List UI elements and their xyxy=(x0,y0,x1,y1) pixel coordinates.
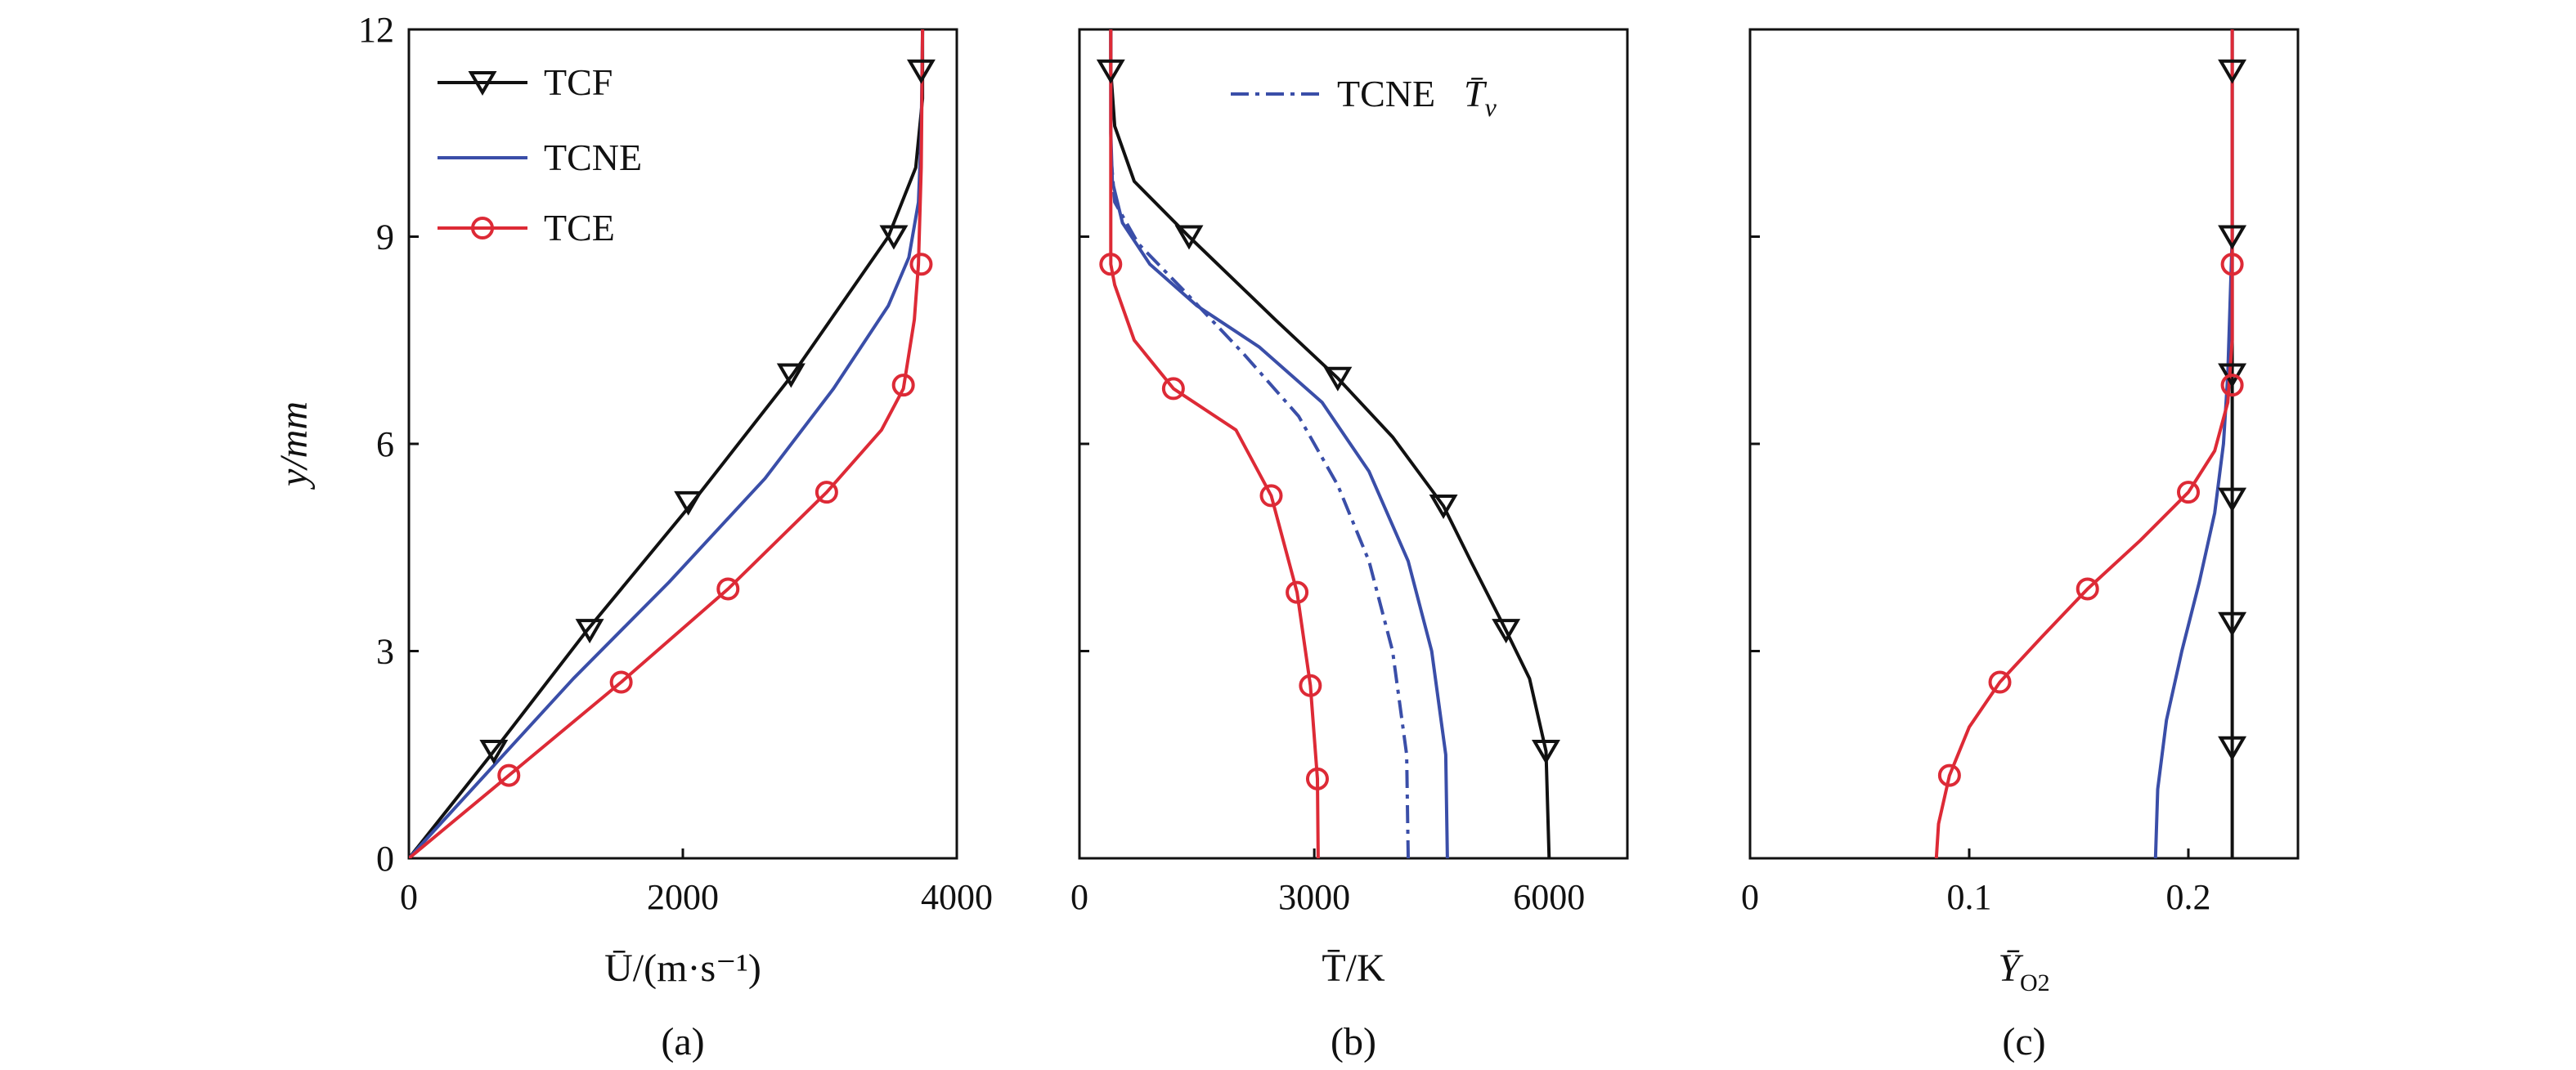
x-tick-label: 0.1 xyxy=(1947,877,1992,917)
data-point-tcf xyxy=(879,225,909,250)
x-tick-label: 0 xyxy=(400,877,418,917)
legend-tcne-label: TCNE xyxy=(544,137,642,178)
data-point-tce xyxy=(1099,253,1123,276)
data-point-tcf xyxy=(2218,59,2247,84)
panel-b-ticks: 0 3000 6000 xyxy=(1070,28,1585,917)
legend-tcne-tv-symbol: T̄v xyxy=(1464,73,1497,122)
panel-b: 0 3000 6000 T̄/K (b) TCNE T̄v xyxy=(1070,28,1629,1063)
legend-tcne-tv: TCNE T̄v xyxy=(1231,73,1497,122)
y-tick-label: 0 xyxy=(376,839,394,879)
data-point-tcf xyxy=(674,490,703,516)
panel-b-xlabel: T̄/K xyxy=(1322,947,1385,990)
panel-a-ticks: 0 2000 4000 0 3 6 9 12 xyxy=(358,10,993,917)
data-point-tcf xyxy=(906,59,936,84)
data-point-tcf xyxy=(776,363,806,388)
data-point-tce xyxy=(909,253,933,276)
x-tick-label: 6000 xyxy=(1513,877,1585,917)
data-point-tce xyxy=(497,763,521,787)
y-tick-label: 3 xyxy=(376,632,394,672)
series-line-tcne xyxy=(409,29,925,858)
data-point-tce xyxy=(2177,481,2200,504)
panel-a-frame xyxy=(407,28,958,860)
panel-a-letter: (a) xyxy=(661,1020,704,1063)
legend-tce-marker xyxy=(471,217,494,240)
x-tick-label: 2000 xyxy=(647,877,719,917)
data-point-tcf xyxy=(1323,366,1353,392)
series-line-tce xyxy=(409,29,925,858)
panel-b-markers xyxy=(1096,59,1560,790)
data-point-tce xyxy=(1299,674,1322,697)
data-point-tcf xyxy=(575,619,604,644)
data-point-tce xyxy=(815,481,838,504)
data-point-tce xyxy=(1988,670,2012,694)
x-tick-label: 4000 xyxy=(921,877,993,917)
series-line-tce xyxy=(1109,29,1320,858)
series-line-tcne-t-v xyxy=(1109,153,1410,858)
panel-a-series xyxy=(409,29,925,858)
data-point-tce xyxy=(1259,484,1283,508)
series-line-tcne xyxy=(2153,29,2234,858)
legend-tcf-marker xyxy=(468,71,497,96)
panel-b-letter: (b) xyxy=(1331,1020,1376,1063)
y-tick-label: 9 xyxy=(376,217,394,257)
data-point-tcf xyxy=(2218,225,2247,250)
y-tick-label: 12 xyxy=(358,10,394,50)
legend: TCF TCNE TCE xyxy=(438,61,642,248)
panel-a-markers xyxy=(479,59,936,787)
data-point-tce xyxy=(2220,253,2244,276)
series-line-tce xyxy=(1934,29,2234,858)
data-point-tce xyxy=(1305,767,1329,790)
data-point-tcf xyxy=(2218,487,2247,513)
data-point-tcf xyxy=(1429,495,1458,520)
panel-c-xlabel: ȲO2 xyxy=(1998,947,2049,996)
panel-b-frame xyxy=(1078,28,1629,860)
data-point-tcf xyxy=(1096,59,1125,84)
data-point-tcf xyxy=(2218,611,2247,637)
legend-tcf-label: TCF xyxy=(544,61,613,103)
data-point-tcf xyxy=(479,740,509,764)
data-point-tce xyxy=(1161,377,1185,401)
data-point-tcf xyxy=(2218,363,2247,388)
data-point-tce xyxy=(716,577,740,601)
panel-c-letter: (c) xyxy=(2002,1020,2045,1063)
x-tick-label: 0 xyxy=(1070,877,1088,917)
x-tick-label: 3000 xyxy=(1278,877,1350,917)
data-point-tce xyxy=(891,374,915,397)
data-point-tce xyxy=(1286,580,1309,604)
data-point-tce xyxy=(609,670,633,694)
data-point-tcf xyxy=(2218,736,2247,761)
y-tick-label: 6 xyxy=(376,424,394,464)
panel-a-ylabel: y/mm xyxy=(272,401,316,490)
series-line-tcf xyxy=(1109,29,1551,858)
panel-c-markers xyxy=(1937,59,2247,787)
panel-a: 0 2000 4000 0 3 6 9 12 Ū/(m·s⁻¹) y/mm (a) TCF T… xyxy=(272,10,993,1063)
panel-c-series xyxy=(1934,29,2234,858)
legend-tcne-tv-label: TCNE xyxy=(1337,73,1435,114)
data-point-tce xyxy=(1937,763,1961,787)
panel-b-series xyxy=(1109,29,1551,858)
data-point-tcf xyxy=(1531,740,1560,764)
panel-c-ticks: 0 0.1 0.2 xyxy=(1741,28,2211,917)
series-line-tcf xyxy=(409,29,925,858)
legend-tce-label: TCE xyxy=(544,207,615,248)
x-tick-label: 0.2 xyxy=(2166,877,2211,917)
panel-c: 0 0.1 0.2 ȲO2 (c) xyxy=(1741,28,2300,1063)
x-tick-label: 0 xyxy=(1741,877,1759,917)
data-point-tce xyxy=(2076,577,2099,601)
data-point-tcf xyxy=(1492,619,1521,644)
data-point-tcf xyxy=(1174,225,1204,250)
panel-a-xlabel: Ū/(m·s⁻¹) xyxy=(604,947,761,990)
data-point-tce xyxy=(2220,374,2244,397)
